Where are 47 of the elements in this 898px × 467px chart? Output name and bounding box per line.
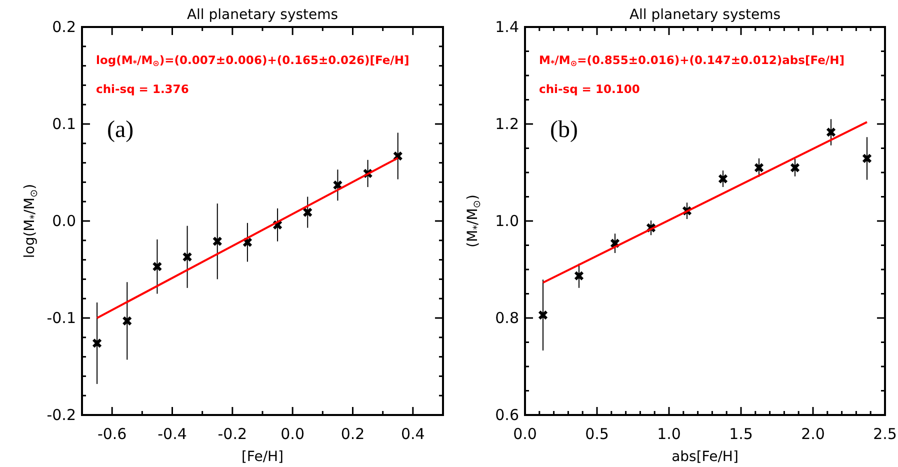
y-tick-label: -0.2 <box>46 406 76 424</box>
x-tick-label: 1.5 <box>729 425 753 443</box>
point <box>182 252 192 262</box>
point <box>212 236 222 246</box>
point <box>92 338 102 348</box>
point <box>242 237 252 248</box>
y-tick-label: 1.0 <box>495 212 519 230</box>
chart-title: All planetary systems <box>186 7 338 23</box>
point <box>790 162 800 173</box>
point <box>574 270 584 281</box>
y-tick-label: 0.6 <box>495 406 519 424</box>
y-tick-label: 0.8 <box>495 309 519 327</box>
y-tick-label: 1.4 <box>495 18 519 36</box>
point <box>754 162 764 173</box>
annotation: (b) <box>550 117 578 143</box>
y-tick-label: -0.1 <box>46 309 76 327</box>
point <box>862 153 872 164</box>
x-tick-label: 0.5 <box>585 425 609 443</box>
point <box>152 262 162 272</box>
x-tick-label: -0.6 <box>97 425 127 443</box>
annotation: log(M$_{*}$/M$_{⊙}$)=(0.007±0.006)+(0.165±0.026)[Fe/H] <box>96 53 410 68</box>
x-tick-label: 0.4 <box>400 425 425 443</box>
x-tick-label: -0.4 <box>158 425 187 443</box>
chart-title: All planetary systems <box>629 7 781 23</box>
point <box>826 127 836 138</box>
annotation: (a) <box>107 117 134 143</box>
x-tick-label: 0.0 <box>280 425 305 443</box>
point <box>718 174 728 184</box>
annotation: chi-sq = 1.376 <box>96 82 189 96</box>
point <box>302 207 313 218</box>
x-axis-title: abs[Fe/H] <box>672 449 738 465</box>
point <box>538 310 548 320</box>
y-tick-label: 0.0 <box>52 212 76 230</box>
annotation: chi-sq = 10.100 <box>539 82 640 96</box>
x-tick-label: 0.0 <box>513 425 537 443</box>
x-tick-label: -0.2 <box>218 425 248 443</box>
point <box>122 316 132 326</box>
x-tick-label: 1.0 <box>657 425 681 443</box>
point <box>272 220 283 230</box>
y-tick-label: 0.2 <box>52 18 76 36</box>
x-tick-label: 0.2 <box>340 425 365 443</box>
x-tick-label: 2.5 <box>873 425 897 443</box>
annotation: M$_{*}$/M$_{⊙}$=(0.855±0.016)+(0.147±0.012)abs[Fe/H] <box>539 53 845 68</box>
x-axis-title: [Fe/H] <box>241 449 284 465</box>
x-tick-label: 2.0 <box>801 425 825 443</box>
y-tick-label: 1.2 <box>495 115 519 133</box>
y-tick-label: 0.1 <box>52 115 76 133</box>
